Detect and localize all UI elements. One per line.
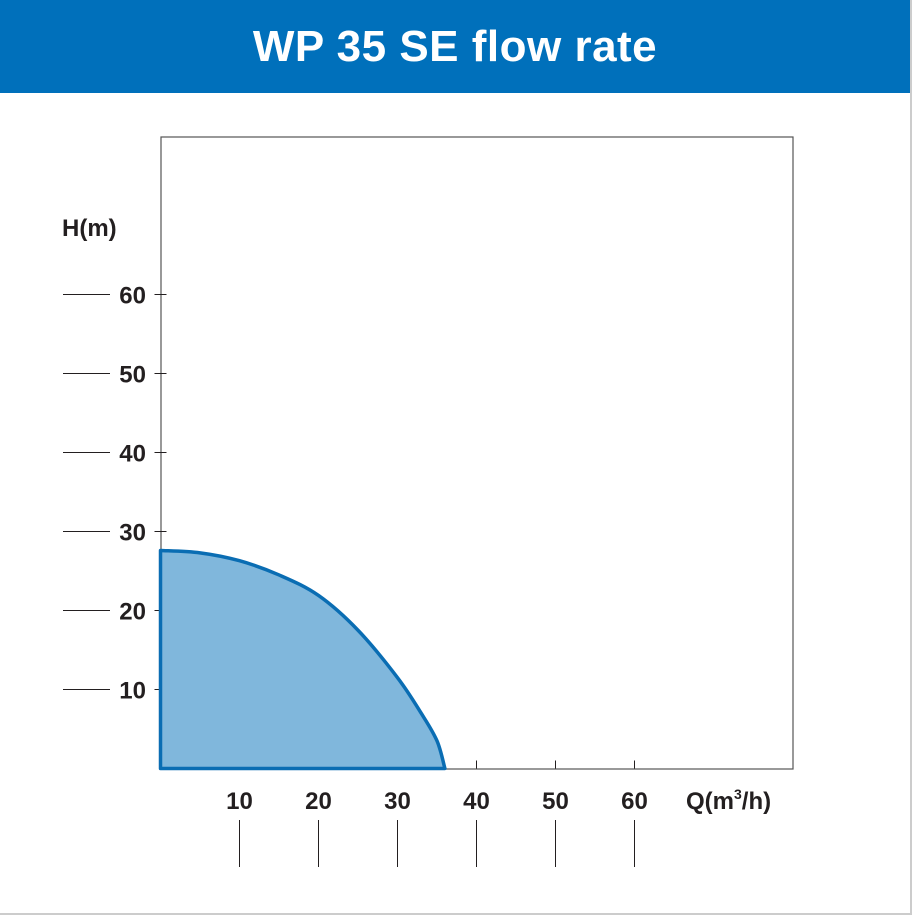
title-banner: WP 35 SE flow rate xyxy=(0,0,910,93)
y-axis-label: H(m) xyxy=(62,215,117,242)
y-tick-label: 10 xyxy=(119,678,146,705)
y-tick-label: 40 xyxy=(119,441,146,468)
chart-title: WP 35 SE flow rate xyxy=(252,21,658,71)
x-tick-label: 30 xyxy=(384,788,411,815)
x-tick-label: 60 xyxy=(621,788,648,815)
x-tick-label: 40 xyxy=(463,788,490,815)
flow-rate-area xyxy=(158,548,447,771)
y-tick-label: 30 xyxy=(119,520,146,547)
x-axis-label: Q(m3/h) xyxy=(686,786,771,815)
y-tick-label: 50 xyxy=(119,362,146,389)
x-tick-label: 10 xyxy=(226,788,253,815)
x-tick-label: 20 xyxy=(305,788,332,815)
y-tick-label: 60 xyxy=(119,283,146,310)
x-tick-label: 50 xyxy=(542,788,569,815)
y-tick-label: 20 xyxy=(119,599,146,626)
